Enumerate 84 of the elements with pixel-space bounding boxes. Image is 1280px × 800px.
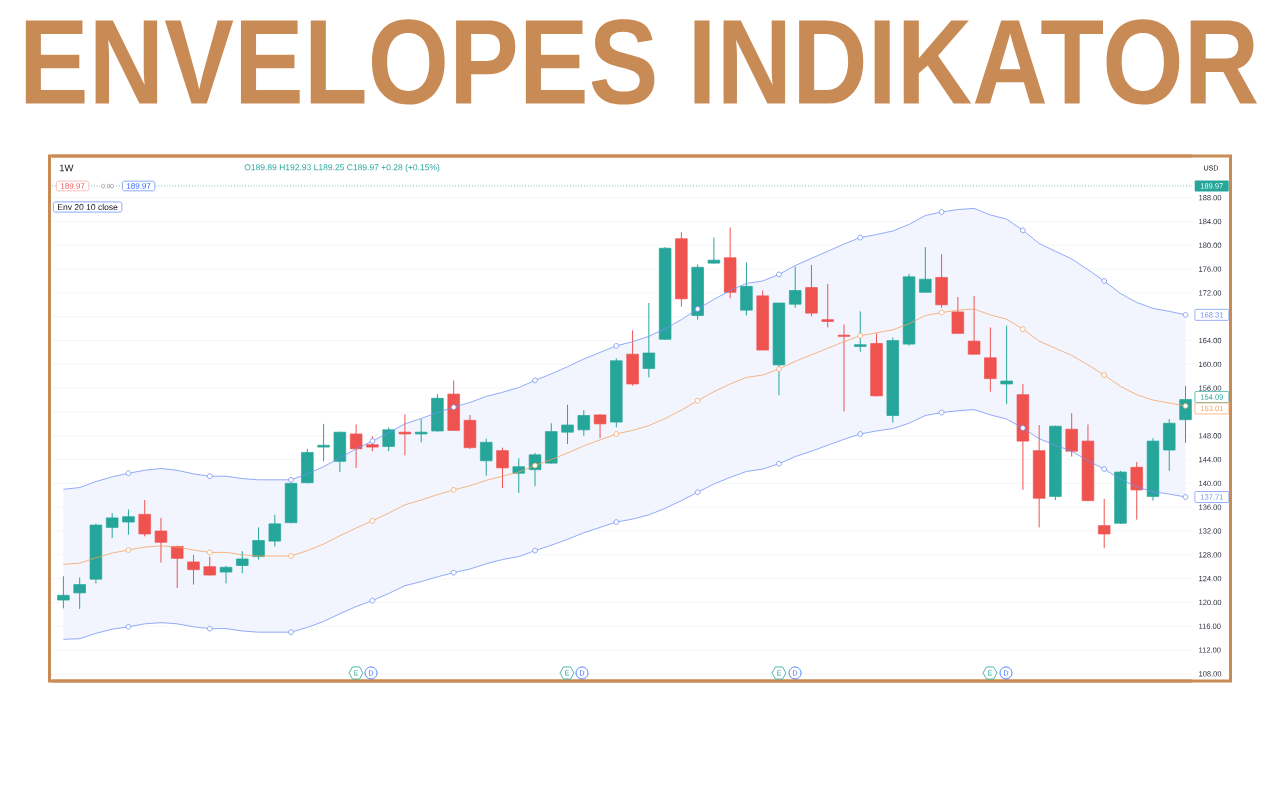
candlestick (951, 296, 965, 335)
candlestick (252, 526, 265, 561)
candlestick (203, 556, 216, 577)
annotation: 189.97 (60, 183, 85, 189)
candlestick (317, 423, 330, 462)
point (206, 549, 213, 556)
candlestick (740, 262, 753, 317)
candlestick (414, 418, 428, 443)
candlestick (789, 266, 802, 309)
candlestick (138, 499, 151, 537)
candlestick (480, 438, 493, 477)
point (369, 438, 376, 444)
point (776, 271, 782, 278)
annotation: 1W (59, 164, 74, 172)
point (1182, 403, 1189, 409)
point (532, 547, 538, 554)
point (532, 462, 538, 469)
point (369, 597, 376, 604)
candlestick (967, 295, 981, 356)
candlestick (398, 413, 412, 456)
candlestick (707, 237, 721, 265)
point (125, 470, 132, 477)
candlestick (171, 545, 184, 589)
point (1182, 494, 1189, 500)
point (694, 489, 701, 496)
point (206, 473, 213, 480)
annotation: Env 20 10 close (58, 203, 118, 211)
candlestick (919, 246, 932, 294)
point (532, 377, 538, 384)
candlestick (1065, 412, 1078, 458)
point (938, 209, 945, 215)
point (1020, 425, 1026, 431)
point (288, 553, 294, 559)
annotation: 189.97 (126, 183, 151, 189)
point (450, 569, 457, 576)
candlestick (577, 409, 591, 437)
candlestick (57, 575, 70, 609)
point (613, 431, 620, 437)
chart-title: ENVELOPES INDIKATOR (25, 19, 1258, 105)
candlestick (1130, 461, 1143, 521)
candlestick (268, 514, 282, 547)
point (1020, 227, 1026, 234)
point (125, 624, 132, 630)
candlestick (154, 517, 168, 564)
point (694, 397, 701, 404)
candlestick (105, 512, 119, 539)
candlestick (984, 326, 997, 393)
point (1101, 278, 1108, 284)
candlestick (1000, 325, 1013, 405)
annotation: O189.89 H192.93 L189.25 C189.97 +0.28 (+0.15%) (244, 164, 440, 172)
candlestick (1098, 498, 1111, 549)
point (369, 518, 376, 524)
point (1101, 466, 1108, 472)
candlestick (593, 413, 607, 439)
point (125, 547, 132, 553)
point (776, 366, 782, 372)
point (613, 519, 620, 525)
candlestick (821, 283, 834, 328)
point (206, 625, 213, 632)
candlestick (349, 423, 363, 469)
point (288, 629, 294, 635)
point (938, 409, 945, 416)
point (776, 460, 782, 467)
point (1101, 372, 1108, 378)
point (857, 234, 864, 241)
candlestick (561, 404, 574, 445)
point (694, 306, 701, 312)
candlestick (642, 302, 656, 378)
candlestick (496, 447, 509, 489)
point (1020, 326, 1026, 332)
point (450, 404, 457, 410)
point (450, 487, 457, 493)
point (288, 477, 294, 483)
point (857, 431, 864, 437)
candlestick (219, 565, 233, 584)
point (613, 343, 620, 349)
point (1182, 312, 1189, 318)
point (857, 332, 864, 339)
candlestick (837, 323, 851, 412)
candlestick (73, 576, 86, 610)
candlestick (236, 550, 249, 574)
point (938, 309, 945, 316)
candlestick (122, 509, 135, 536)
candlestick (187, 554, 200, 586)
